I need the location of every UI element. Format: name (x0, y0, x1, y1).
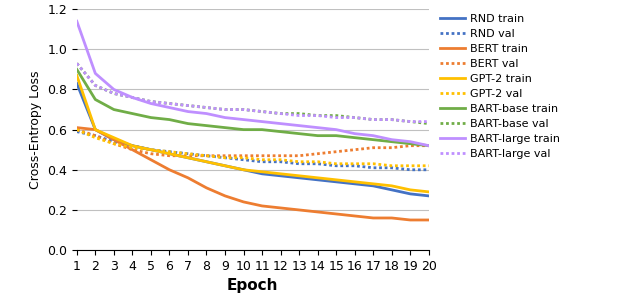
X-axis label: Epoch: Epoch (227, 278, 278, 293)
Y-axis label: Cross-Entropy Loss: Cross-Entropy Loss (29, 70, 42, 189)
Legend: RND train, RND val, BERT train, BERT val, GPT-2 train, GPT-2 val, BART-base trai: RND train, RND val, BERT train, BERT val… (436, 9, 564, 163)
